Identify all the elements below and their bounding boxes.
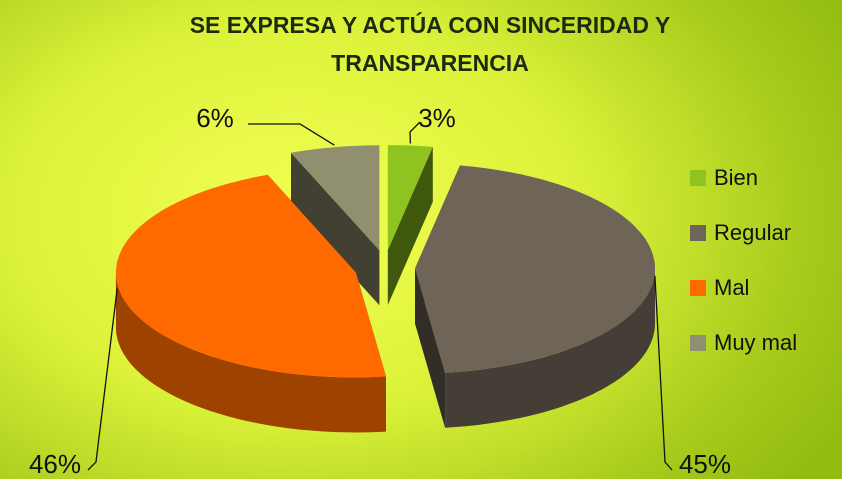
slice-wall bbox=[387, 146, 433, 306]
leader-line bbox=[248, 123, 335, 146]
legend-swatch bbox=[690, 280, 706, 296]
slice bbox=[291, 145, 380, 251]
data-label: 45% bbox=[679, 449, 731, 479]
data-label: 46% bbox=[29, 449, 81, 479]
legend-label: Muy mal bbox=[714, 330, 797, 355]
slice-wall bbox=[415, 268, 446, 428]
legend-label: Bien bbox=[714, 165, 758, 190]
data-label: 3% bbox=[418, 103, 456, 133]
leader-line bbox=[654, 275, 673, 471]
legend-label: Mal bbox=[714, 275, 749, 300]
legend-swatch bbox=[690, 225, 706, 241]
chart-title: SE EXPRESA Y ACTÚA CON SINCERIDAD Y TRAN… bbox=[189, 12, 671, 76]
slice-wall bbox=[291, 152, 380, 306]
leader-line bbox=[87, 288, 118, 471]
legend-swatch bbox=[690, 335, 706, 351]
legend-swatch bbox=[690, 170, 706, 186]
slice-side bbox=[445, 268, 655, 428]
slice-side bbox=[115, 272, 387, 433]
legend-label: Regular bbox=[714, 220, 791, 245]
slice bbox=[387, 145, 433, 251]
leader-line bbox=[409, 121, 421, 144]
slice bbox=[415, 165, 655, 373]
slice bbox=[115, 174, 387, 378]
data-label: 6% bbox=[196, 103, 234, 133]
